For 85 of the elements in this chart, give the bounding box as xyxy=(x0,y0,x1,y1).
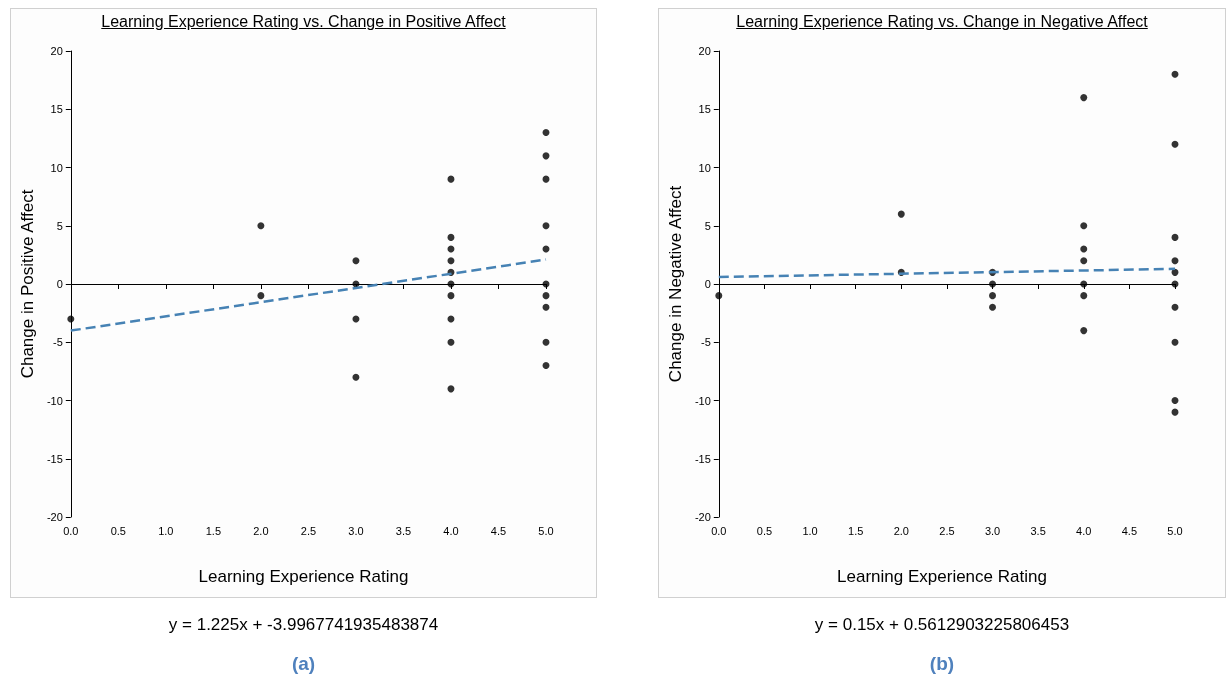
point xyxy=(1080,257,1088,265)
x-tick-label: 4.0 xyxy=(1076,524,1092,537)
x-tick-label: 0.5 xyxy=(756,524,773,537)
x-tick-label: 1.0 xyxy=(158,524,174,537)
point xyxy=(542,362,550,370)
point xyxy=(1171,140,1179,148)
x-tick-label: 5.0 xyxy=(1167,524,1183,537)
y-tick-label: -5 xyxy=(53,336,63,349)
x-tick-label: 0.0 xyxy=(63,524,79,537)
x-tick-label: 3.0 xyxy=(984,524,1001,537)
y-tick-label: -10 xyxy=(694,394,711,407)
text: y = 0.15x + 0.5612903225806453 xyxy=(813,615,1071,635)
point xyxy=(542,338,550,346)
y-tick-label: -5 xyxy=(701,336,711,349)
point xyxy=(897,210,905,218)
text: y = 1.225x + -3.9967741935483874 xyxy=(167,615,440,635)
point xyxy=(447,292,455,300)
point xyxy=(352,257,360,265)
point xyxy=(447,257,455,265)
x-tick-label: 0.5 xyxy=(110,524,126,537)
point xyxy=(1171,397,1179,404)
point xyxy=(989,303,997,311)
point xyxy=(1080,94,1088,102)
y-tick-label: 0 xyxy=(704,278,711,290)
x-tick-label: 2.0 xyxy=(253,524,269,537)
x-tick-label: 4.5 xyxy=(490,524,507,537)
y-tick-label: 20 xyxy=(698,45,711,57)
x-tick-label: 2.0 xyxy=(893,524,909,537)
y-tick-label: 5 xyxy=(56,219,63,232)
point xyxy=(1080,327,1088,335)
point xyxy=(352,373,360,381)
point xyxy=(257,222,265,230)
y-tick-label: -20 xyxy=(694,511,711,523)
chart-title: Learning Experience Rating vs. Change in Positive Affect xyxy=(100,13,507,31)
x-tick-label: 2.5 xyxy=(939,524,955,537)
x-tick-label: 5.0 xyxy=(538,524,554,537)
point xyxy=(1080,222,1088,230)
y-tick-label: 0 xyxy=(56,278,63,290)
y-tick-label: -15 xyxy=(46,452,63,465)
x-tick-label: 3.5 xyxy=(1030,524,1046,537)
point xyxy=(1171,303,1179,311)
point xyxy=(989,280,997,288)
y-tick-label: 15 xyxy=(698,103,711,116)
x-tick-label: 0.0 xyxy=(711,524,727,537)
y-axis-title: Change in Positive Affect xyxy=(18,189,37,379)
point xyxy=(542,292,550,300)
y-tick-label: -20 xyxy=(46,511,63,523)
point xyxy=(715,292,723,300)
x-tick-label: 1.0 xyxy=(802,524,818,537)
point xyxy=(542,129,550,137)
x-tick-label: 1.5 xyxy=(848,524,864,537)
y-tick-label: 10 xyxy=(698,161,711,174)
y-tick-label: -15 xyxy=(694,452,711,465)
x-tick-label: 4.0 xyxy=(443,524,459,537)
y-tick-label: 15 xyxy=(50,103,63,116)
point xyxy=(67,315,75,323)
point xyxy=(542,222,550,230)
x-tick-label: 3.5 xyxy=(395,524,412,537)
y-tick-label: 5 xyxy=(704,219,711,232)
x-tick-label: 1.5 xyxy=(205,524,222,537)
point xyxy=(542,303,550,311)
point xyxy=(1171,338,1179,346)
x-tick-label: 3.0 xyxy=(348,524,364,537)
point xyxy=(1171,70,1179,78)
x-axis-title: Learning Experience Rating xyxy=(836,567,1048,587)
point xyxy=(1080,292,1088,300)
text: (a) xyxy=(290,653,317,675)
point xyxy=(447,233,455,241)
point xyxy=(1080,245,1088,253)
y-tick-label: -10 xyxy=(46,394,63,407)
point xyxy=(1080,280,1088,288)
x-tick-label: 2.5 xyxy=(300,524,317,537)
point xyxy=(447,385,455,393)
chart-title: Learning Experience Rating vs. Change in Negative Affect xyxy=(735,13,1149,31)
point xyxy=(257,292,265,300)
point xyxy=(989,292,997,300)
y-tick-label: 10 xyxy=(50,161,63,174)
x-axis-title: Learning Experience Rating xyxy=(197,567,410,587)
point xyxy=(1171,233,1179,241)
point xyxy=(447,338,455,346)
y-axis-title: Change in Negative Affect xyxy=(666,185,685,383)
y-tick-label: 20 xyxy=(50,45,63,57)
x-tick-label: 4.5 xyxy=(1121,524,1138,537)
text: (b) xyxy=(928,653,956,675)
point xyxy=(1171,257,1179,265)
